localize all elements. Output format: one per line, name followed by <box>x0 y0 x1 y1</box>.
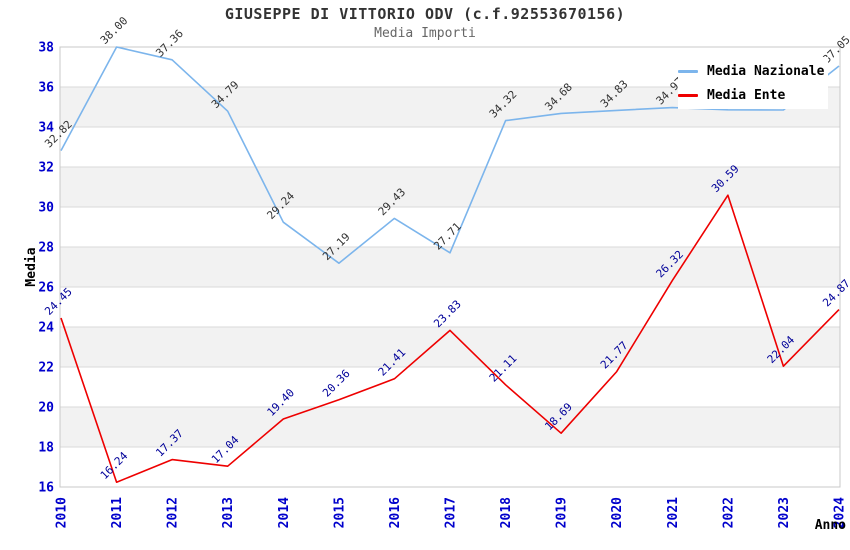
x-tick-label: 2022 <box>721 497 736 528</box>
legend-swatch-media-nazionale-icon <box>678 69 698 73</box>
grid-band <box>60 407 840 447</box>
grid-band <box>60 207 840 247</box>
y-tick-label: 34 <box>38 121 54 136</box>
x-tick-label: 2024 <box>833 497 848 528</box>
grid-band <box>60 447 840 487</box>
grid-band <box>60 127 840 167</box>
y-tick-label: 22 <box>38 361 54 376</box>
series-line-media-ente <box>60 194 840 484</box>
grid-band <box>60 247 840 287</box>
x-axis-title: Anno <box>815 518 846 533</box>
series-line-media-nazionale <box>60 46 840 265</box>
y-tick-label: 26 <box>38 281 54 296</box>
y-tick-label: 20 <box>38 401 54 416</box>
y-tick-label: 36 <box>38 81 54 96</box>
x-tick-label: 2023 <box>777 497 792 528</box>
y-tick-label: 32 <box>38 161 54 176</box>
y-tick-label: 38 <box>38 41 54 56</box>
y-tick-label: 28 <box>38 241 54 256</box>
y-tick-label: 16 <box>38 481 54 496</box>
chart-title: GIUSEPPE DI VITTORIO ODV (c.f.9255367015… <box>224 5 626 23</box>
x-tick-label: 2019 <box>555 497 570 528</box>
x-tick-label: 2013 <box>221 497 236 528</box>
x-tick-label: 2018 <box>499 497 514 528</box>
grid-band <box>60 167 840 207</box>
y-tick-label: 30 <box>38 201 54 216</box>
x-tick-label: 2012 <box>166 497 181 528</box>
plot-border <box>59 46 841 488</box>
x-tick-label: 2021 <box>666 497 681 528</box>
x-tick-label: 2010 <box>55 497 70 528</box>
y-tick-label: 18 <box>38 441 54 456</box>
grid-band <box>60 327 840 367</box>
y-tick-label: 24 <box>38 321 54 336</box>
x-tick-label: 2011 <box>110 497 125 528</box>
legend-label-media-ente: Media Ente <box>707 87 786 103</box>
x-tick-label: 2014 <box>277 497 292 528</box>
chart-subtitle: Media Importi <box>374 26 476 41</box>
grid-band <box>60 287 840 327</box>
legend-item-media-nazionale: Media Nazionale <box>678 59 828 83</box>
legend-label-media-nazionale: Media Nazionale <box>707 63 825 79</box>
grid-band <box>60 367 840 407</box>
legend-swatch-media-ente-icon <box>678 93 698 97</box>
legend-item-media-ente: Media Ente <box>678 83 828 107</box>
x-tick-label: 2020 <box>610 497 625 528</box>
x-tick-label: 2016 <box>388 497 403 528</box>
legend: Media Nazionale Media Ente <box>678 57 828 109</box>
x-tick-label: 2015 <box>332 497 347 528</box>
x-tick-label: 2017 <box>444 497 459 528</box>
y-axis-title: Media <box>24 247 39 286</box>
